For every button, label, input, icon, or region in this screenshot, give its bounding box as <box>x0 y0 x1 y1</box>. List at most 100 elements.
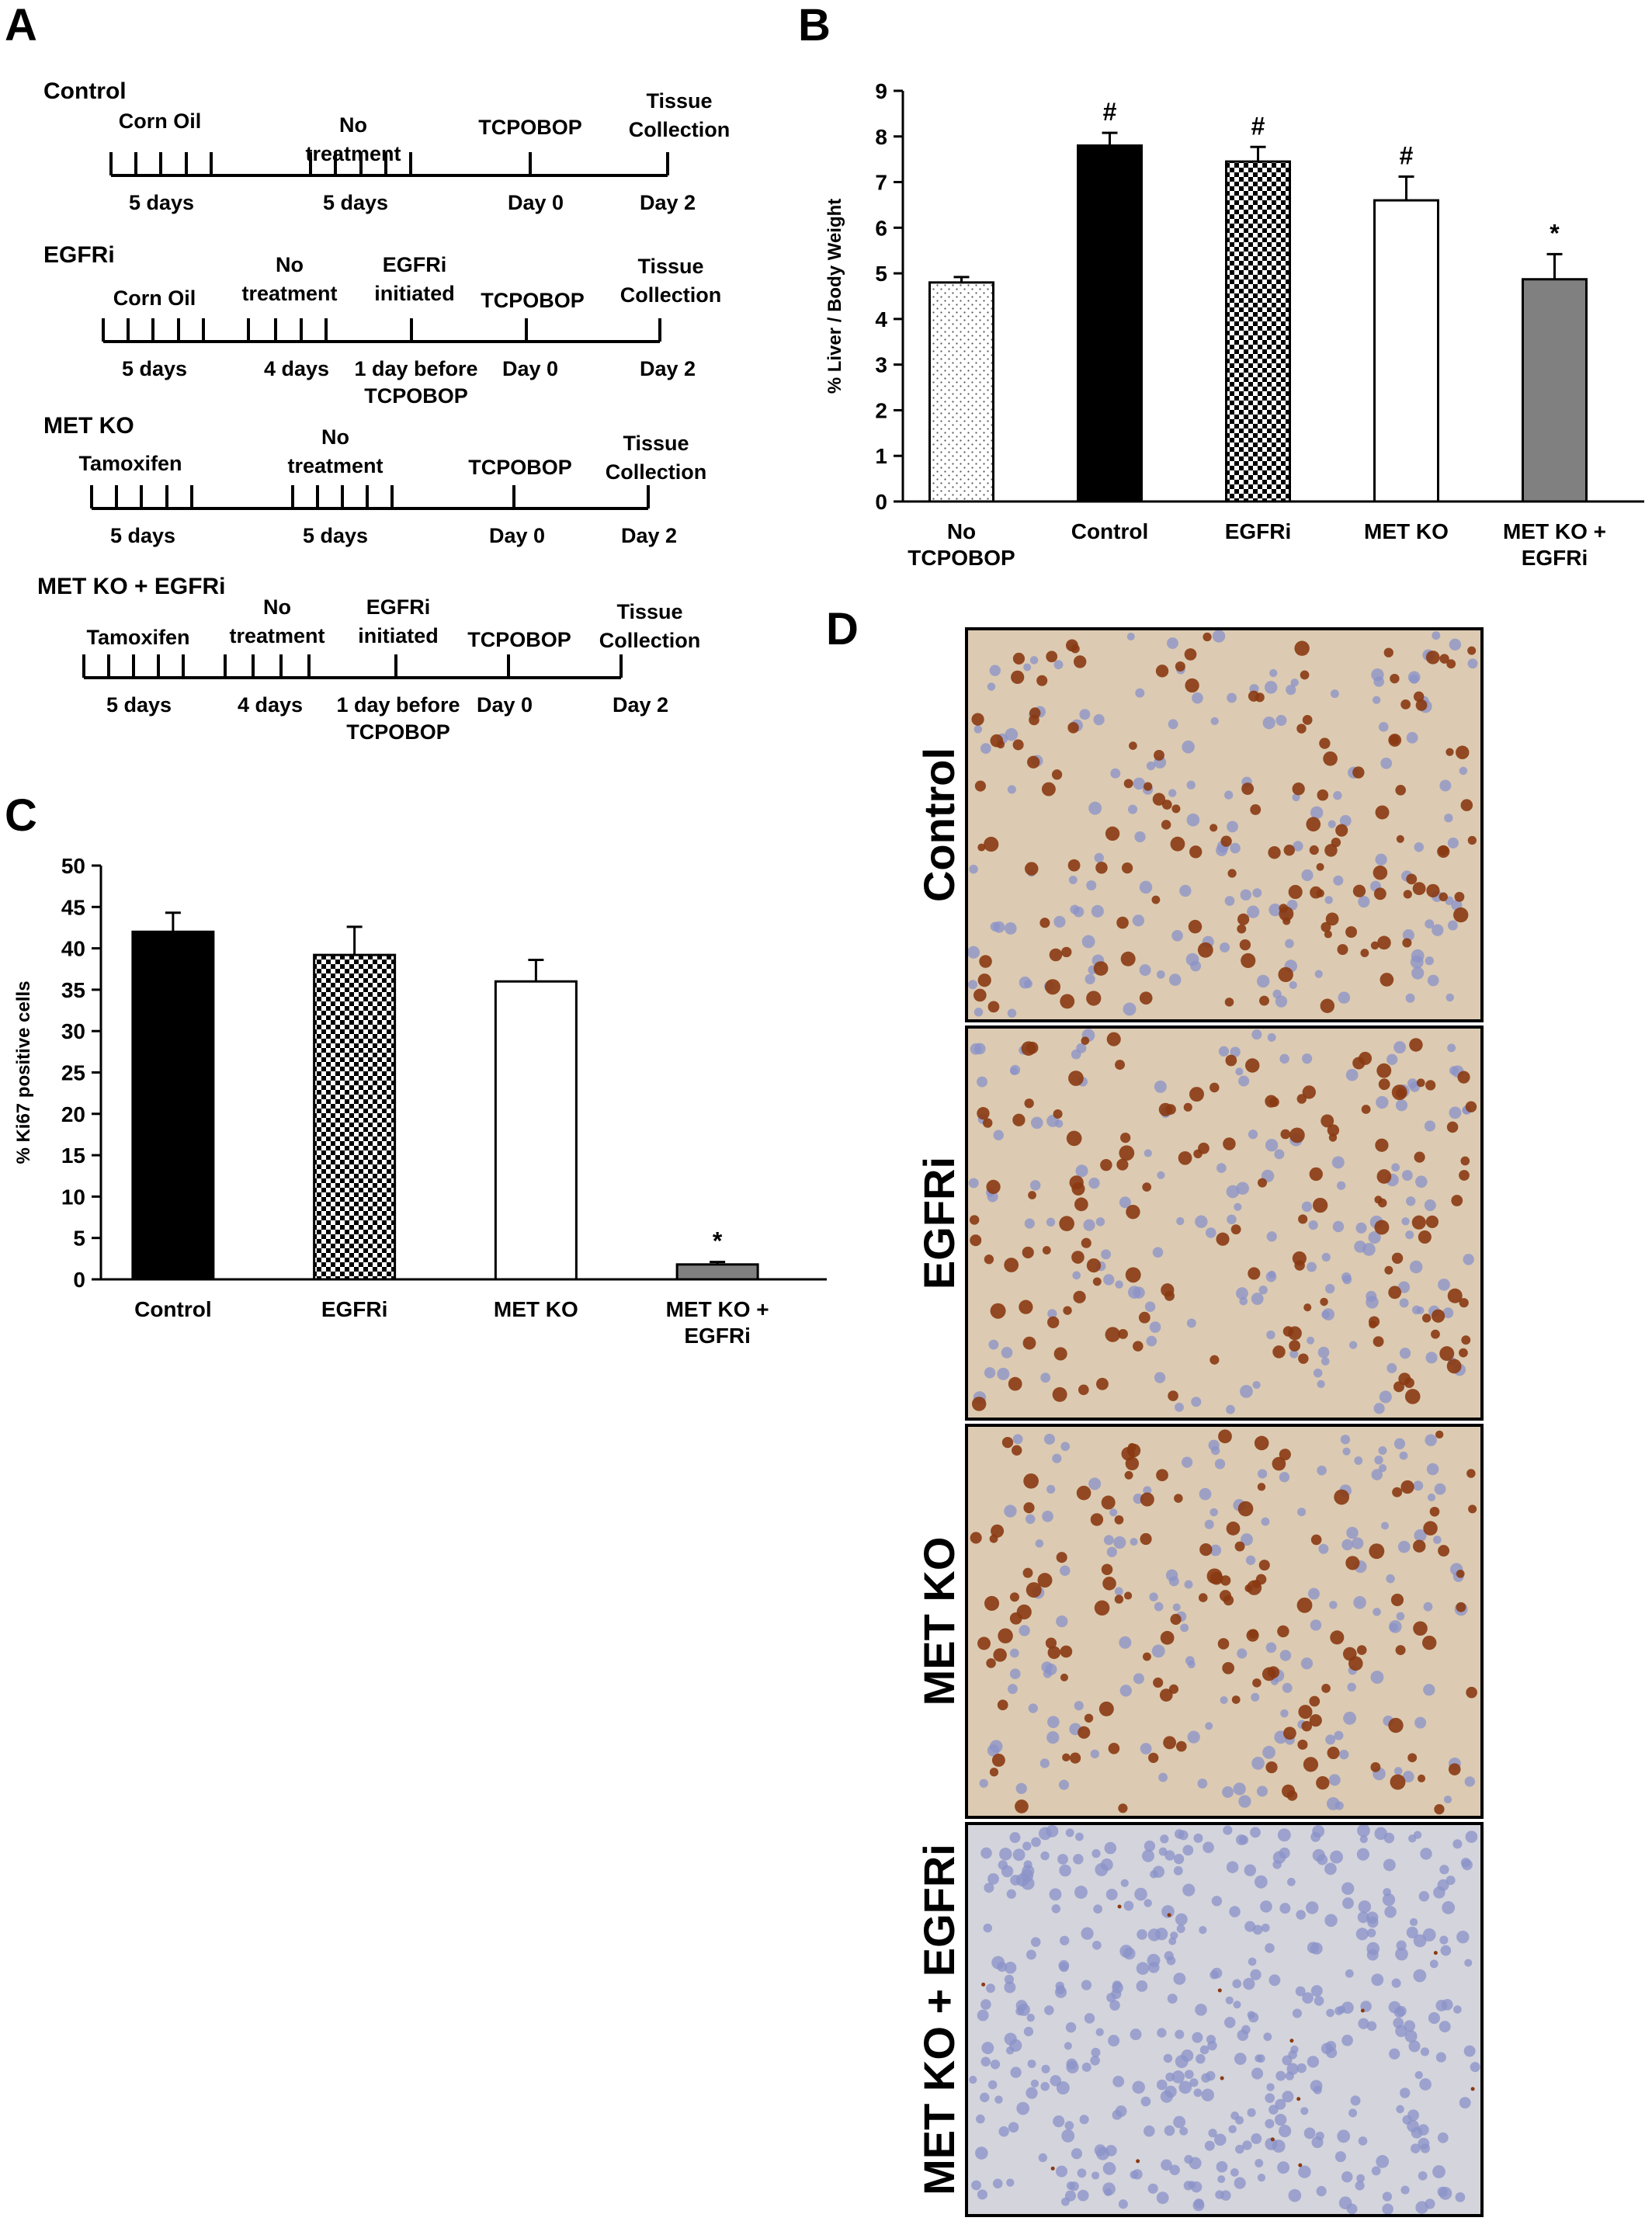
nucleus <box>1366 1296 1379 1309</box>
ki67-positive-nucleus <box>1126 1204 1140 1220</box>
nucleus <box>1075 1832 1084 1841</box>
ki67-positive-nucleus <box>1388 734 1402 747</box>
nucleus <box>1007 1684 1018 1695</box>
nucleus <box>1169 2164 1180 2175</box>
nucleus <box>1030 1937 1041 1947</box>
ki67-positive-nucleus <box>1278 966 1293 983</box>
ki67-positive-nucleus <box>1439 654 1449 664</box>
micrograph-label: EGFRi <box>914 1157 963 1289</box>
nucleus <box>1404 2030 1418 2043</box>
nucleus <box>1140 2096 1151 2107</box>
ki67-positive-nucleus <box>1369 1543 1385 1560</box>
timeline-duration-label: Day 0 <box>508 191 564 214</box>
nucleus <box>1274 1149 1285 1160</box>
ki67-positive-nucleus <box>1277 1625 1289 1638</box>
ki67-positive-nucleus <box>1074 655 1087 668</box>
nucleus <box>1257 2173 1266 2182</box>
ki67-positive-nucleus <box>1039 918 1050 928</box>
nucleus <box>1263 2032 1272 2042</box>
nucleus <box>1094 852 1104 863</box>
nucleus <box>1237 2029 1249 2041</box>
nucleus <box>980 1847 992 1859</box>
nucleus <box>1077 2168 1087 2178</box>
ki67-positive-nucleus <box>1248 1629 1258 1639</box>
ki67-positive-nucleus <box>1198 1593 1208 1602</box>
ki67-positive-nucleus <box>1288 884 1303 900</box>
nucleus <box>1267 1032 1276 1042</box>
ki67-positive-nucleus <box>1098 1701 1114 1716</box>
nucleus <box>1310 1985 1323 1997</box>
ki67-positive-nucleus <box>1105 1327 1121 1342</box>
nucleus <box>1250 1827 1261 1838</box>
nucleus <box>1428 2012 1440 2025</box>
ki67-positive-nucleus <box>1324 844 1338 857</box>
nucleus <box>1270 2137 1275 2142</box>
nucleus <box>1307 1588 1320 1600</box>
significance-mark: # <box>1251 112 1265 140</box>
significance-mark: * <box>1550 219 1560 247</box>
ki67-positive-nucleus <box>1216 1232 1230 1246</box>
timeline-met-ko: MET KO Tamoxifen No treatment TCPOBOP Tissue C… <box>43 413 706 547</box>
nucleus <box>1435 2052 1446 2063</box>
nucleus <box>1057 1854 1068 1865</box>
ki67-positive-nucleus <box>991 1754 1005 1767</box>
ki67-positive-nucleus <box>1360 949 1369 958</box>
ki67-positive-nucleus <box>1257 1483 1266 1491</box>
nucleus <box>987 1872 999 1885</box>
nucleus <box>1439 1865 1449 1875</box>
nucleus <box>1407 2109 1419 2122</box>
timeline-event-label: EGFRi initiated <box>374 253 455 305</box>
ki67-positive-nucleus <box>991 1524 1005 1538</box>
nucleus <box>1210 1544 1222 1556</box>
nucleus <box>1035 1539 1044 1548</box>
nucleus <box>1301 869 1314 881</box>
ki67-positive-nucleus <box>1334 1489 1350 1505</box>
nucleus <box>1338 1749 1349 1760</box>
nucleus <box>1156 2079 1168 2091</box>
ki67-positive-nucleus <box>1296 724 1307 734</box>
ki67-positive-nucleus <box>1413 1539 1426 1553</box>
ki67-positive-nucleus <box>1407 1753 1418 1763</box>
ki67-positive-nucleus <box>1415 699 1428 711</box>
ki67-positive-nucleus <box>1309 845 1319 855</box>
category-label: MET KO <box>1364 519 1449 543</box>
nucleus <box>1353 1595 1366 1609</box>
bar <box>1077 144 1143 503</box>
micrograph-label: MET KO <box>914 1537 963 1706</box>
ki67-positive-nucleus <box>998 1628 1013 1643</box>
nucleus <box>1184 2154 1193 2164</box>
ki67-positive-nucleus <box>1406 873 1418 885</box>
ki67-positive-nucleus <box>979 955 992 968</box>
ki67-positive-nucleus <box>1004 1258 1019 1272</box>
bar <box>1522 278 1588 503</box>
nucleus <box>1399 1347 1411 1359</box>
ki67-positive-nucleus <box>1258 1560 1270 1571</box>
ki67-positive-nucleus <box>1160 1630 1175 1645</box>
nucleus <box>1366 2021 1377 2032</box>
nucleus <box>1146 1335 1157 1347</box>
nucleus <box>1214 2133 1227 2146</box>
nucleus <box>1442 1307 1454 1319</box>
nucleus <box>1358 895 1370 908</box>
nucleus <box>1425 1352 1438 1364</box>
nucleus <box>1132 914 1145 927</box>
nucleus <box>1220 2076 1224 2080</box>
ki67-positive-nucleus <box>974 780 986 792</box>
nucleus <box>1109 1508 1118 1517</box>
nucleus <box>1366 1949 1379 1961</box>
nucleus <box>1251 1756 1265 1770</box>
nucleus <box>974 1008 984 1017</box>
micrograph-label: Control <box>914 748 963 902</box>
nucleus <box>1112 2075 1125 2087</box>
nucleus <box>1395 1099 1408 1112</box>
ki67-positive-nucleus <box>1078 1726 1091 1739</box>
nucleus <box>1081 1927 1094 1940</box>
ki67-positive-nucleus <box>1459 1348 1468 1358</box>
ki67-positive-nucleus <box>1052 1386 1067 1402</box>
nucleus <box>1105 1888 1118 1900</box>
nucleus <box>1154 1372 1166 1383</box>
nucleus <box>1223 1825 1233 1835</box>
ki67-positive-nucleus <box>1096 1377 1109 1390</box>
ki67-positive-nucleus <box>1373 865 1388 880</box>
nucleus <box>1295 1986 1306 1997</box>
